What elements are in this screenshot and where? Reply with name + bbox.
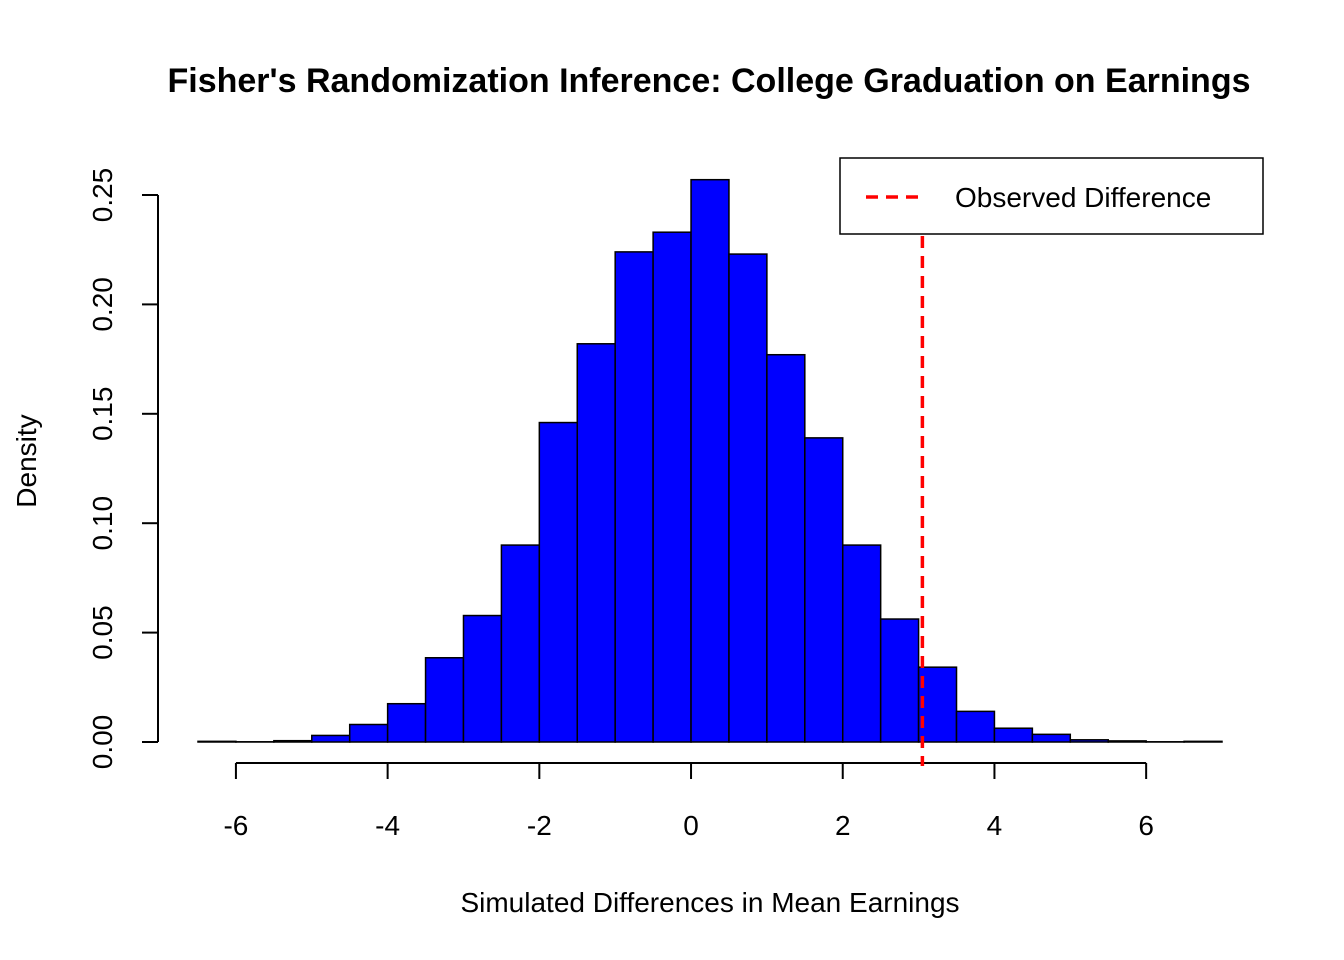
histogram-bar [690, 178, 730, 743]
x-tick-label: -2 [527, 810, 552, 841]
x-axis: -6 -4 -2 0 2 4 6 [223, 762, 1154, 841]
histogram-bar [1183, 740, 1223, 743]
histogram-bar [614, 251, 654, 743]
histogram-bar [993, 727, 1034, 743]
histogram-bar [1069, 739, 1109, 743]
histogram-bar [879, 618, 920, 743]
histogram-bar [348, 723, 389, 743]
x-tick-label: 2 [835, 810, 851, 841]
x-axis-label: Simulated Differences in Mean Earnings [460, 887, 959, 918]
x-tick-label: -6 [223, 810, 248, 841]
histogram-bar [311, 734, 351, 743]
histogram-bar [538, 421, 579, 743]
histogram-bar [197, 740, 237, 743]
histogram-bar [1107, 740, 1147, 743]
y-tick-label: 0.00 [87, 715, 118, 770]
histogram-bar [917, 666, 958, 743]
x-tick-label: 6 [1138, 810, 1154, 841]
histogram-bar [955, 710, 996, 743]
y-tick-label: 0.05 [87, 605, 118, 660]
y-axis: 0.00 0.05 0.10 0.15 0.20 0.25 [87, 168, 159, 770]
y-tick-label: 0.25 [87, 168, 118, 223]
histogram-bar [766, 353, 806, 743]
histogram-bar [424, 657, 465, 743]
y-tick-label: 0.20 [87, 277, 118, 332]
histogram-bar [386, 702, 427, 743]
chart-title: Fisher's Randomization Inference: Colleg… [167, 62, 1250, 100]
y-tick-label: 0.15 [87, 387, 118, 442]
histogram-bar [273, 739, 313, 743]
x-tick-label: 4 [987, 810, 1003, 841]
histogram-bar [652, 231, 692, 743]
y-tick-label: 0.10 [87, 496, 118, 551]
histogram-bar [804, 437, 844, 743]
histogram-bar [1031, 733, 1072, 743]
bars [197, 178, 1223, 743]
histogram-bar [500, 544, 541, 743]
legend-label-observed-difference: Observed Difference [955, 182, 1211, 213]
histogram-bar [462, 614, 503, 743]
histogram-bar [841, 544, 882, 743]
y-axis-label: Density [11, 414, 42, 507]
histogram-bar [576, 343, 616, 743]
x-tick-label: 0 [683, 810, 699, 841]
histogram-bar [728, 253, 768, 743]
x-tick-label: -4 [375, 810, 400, 841]
legend: Observed Difference [839, 157, 1264, 235]
